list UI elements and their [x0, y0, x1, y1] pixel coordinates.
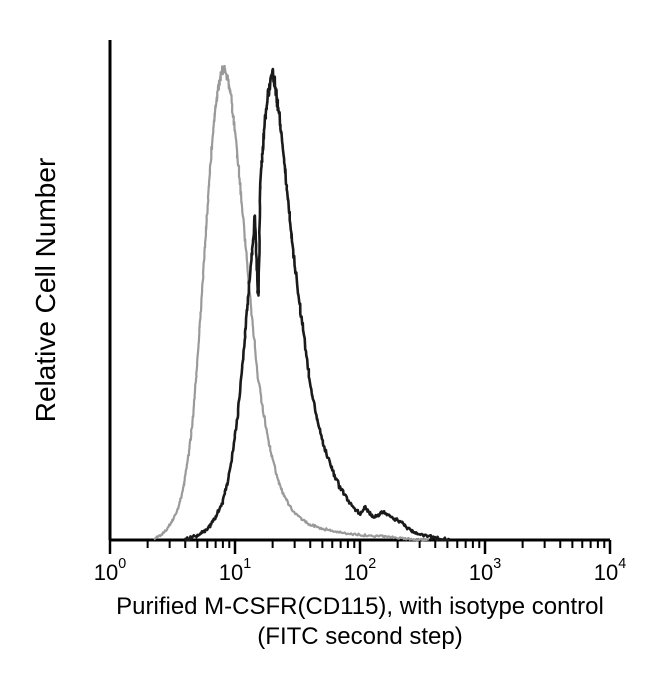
x-axis-label-line1: Purified M-CSFR(CD115), with isotype con…: [116, 593, 604, 620]
x-axis-label-line2: (FITC second step): [257, 623, 462, 650]
y-axis-label: Relative Cell Number: [30, 158, 61, 423]
histogram-svg: 100101102103104Relative Cell NumberPurif…: [0, 0, 650, 678]
chart-container: 100101102103104Relative Cell NumberPurif…: [0, 0, 650, 678]
